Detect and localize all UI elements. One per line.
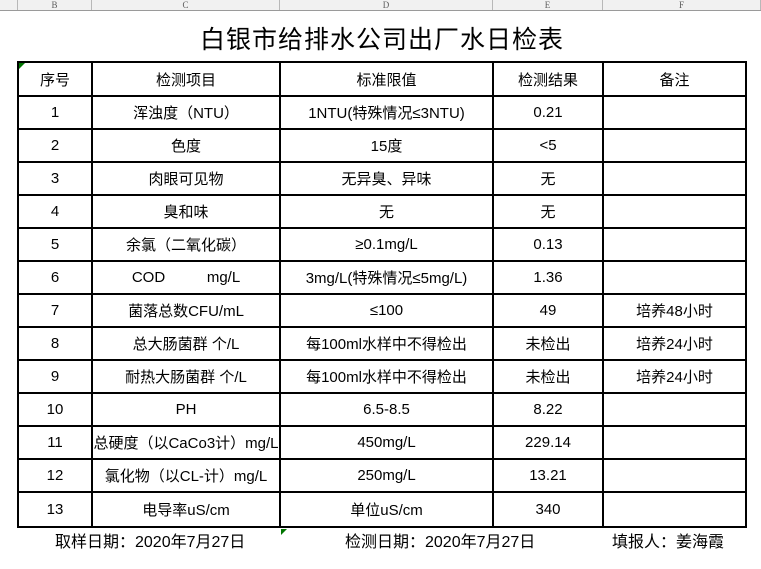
cell-corner-indicator-icon: [19, 63, 25, 69]
test-date-label[interactable]: 检测日期：2020年7月27日: [345, 534, 536, 551]
cell-result[interactable]: 13.21: [492, 458, 604, 493]
table-row: 10 PH 6.5-8.5 8.22: [17, 392, 747, 427]
cell-result[interactable]: 8.22: [492, 392, 604, 427]
table-row: 9 耐热大肠菌群 个/L 每100ml水样中不得检出 未检出 培养24小时: [17, 359, 747, 394]
cell-item[interactable]: PH: [91, 392, 281, 427]
page-title: 白银市给排水公司出厂水日检表: [199, 26, 564, 54]
cell-remark[interactable]: [602, 392, 747, 427]
cell-standard[interactable]: 450mg/L: [279, 425, 494, 460]
cell-remark[interactable]: 培养24小时: [602, 326, 747, 361]
cell-no[interactable]: 4: [17, 194, 93, 229]
cell-standard[interactable]: 无异臭、异味: [279, 161, 494, 196]
cell-remark[interactable]: [602, 128, 747, 163]
cell-standard[interactable]: 1NTU(特殊情况≤3NTU): [279, 95, 494, 130]
cell-standard[interactable]: 无: [279, 194, 494, 229]
header-remark[interactable]: 备注: [602, 61, 747, 97]
cell-item[interactable]: 耐热大肠菌群 个/L: [91, 359, 281, 394]
cell-corner-indicator-icon: [281, 529, 287, 535]
cell-standard[interactable]: 每100ml水样中不得检出: [279, 359, 494, 394]
column-header-e[interactable]: E: [493, 0, 603, 10]
cell-remark[interactable]: [602, 194, 747, 229]
header-result[interactable]: 检测结果: [492, 61, 604, 97]
cell-no[interactable]: 11: [17, 425, 93, 460]
cell-item[interactable]: 氯化物（以CL-计）mg/L: [91, 458, 281, 493]
cell-standard[interactable]: 250mg/L: [279, 458, 494, 493]
reporter-label[interactable]: 填报人：姜海霞: [612, 534, 725, 551]
cell-remark[interactable]: 培养24小时: [602, 359, 747, 394]
table-row: 3 肉眼可见物 无异臭、异味 无: [17, 161, 747, 196]
cell-item[interactable]: COD mg/L: [91, 260, 281, 295]
table-row: 5 余氯（二氧化碳） ≥0.1mg/L 0.13: [17, 227, 747, 262]
cell-item[interactable]: 浑浊度（NTU）: [91, 95, 281, 130]
cell-standard[interactable]: 每100ml水样中不得检出: [279, 326, 494, 361]
column-header-f[interactable]: F: [603, 0, 761, 10]
cell-standard[interactable]: 15度: [279, 128, 494, 163]
table-row: 13 电导率uS/cm 单位uS/cm 340: [17, 491, 747, 528]
cell-remark[interactable]: [602, 491, 747, 528]
table-row: 4 臭和味 无 无: [17, 194, 747, 229]
table-row: 8 总大肠菌群 个/L 每100ml水样中不得检出 未检出 培养24小时: [17, 326, 747, 361]
cell-remark[interactable]: [602, 227, 747, 262]
cell-item[interactable]: 总硬度（以CaCo3计）mg/L: [91, 425, 281, 460]
cell-item[interactable]: 菌落总数CFU/mL: [91, 293, 281, 328]
cell-item[interactable]: 总大肠菌群 个/L: [91, 326, 281, 361]
table-row: 7 菌落总数CFU/mL ≤100 49 培养48小时: [17, 293, 747, 328]
table-row: 1 浑浊度（NTU） 1NTU(特殊情况≤3NTU) 0.21: [17, 95, 747, 130]
inspection-table: 序号 检测项目 标准限值 检测结果 备注 1 浑浊度（NTU） 1NTU(特殊情…: [17, 61, 747, 528]
cell-standard[interactable]: 6.5-8.5: [279, 392, 494, 427]
cell-remark[interactable]: [602, 95, 747, 130]
cell-remark[interactable]: [602, 458, 747, 493]
cell-remark[interactable]: [602, 260, 747, 295]
cell-item[interactable]: 电导率uS/cm: [91, 491, 281, 528]
header-standard[interactable]: 标准限值: [279, 61, 494, 97]
cell-result[interactable]: <5: [492, 128, 604, 163]
cell-standard[interactable]: ≥0.1mg/L: [279, 227, 494, 262]
column-header-d[interactable]: D: [280, 0, 493, 10]
cell-standard[interactable]: ≤100: [279, 293, 494, 328]
cell-standard[interactable]: 3mg/L(特殊情况≤5mg/L): [279, 260, 494, 295]
cell-no[interactable]: 10: [17, 392, 93, 427]
cell-no[interactable]: 13: [17, 491, 93, 528]
cell-item[interactable]: 余氯（二氧化碳）: [91, 227, 281, 262]
column-header-a[interactable]: [0, 0, 18, 10]
cell-result[interactable]: 未检出: [492, 359, 604, 394]
table-row: 2 色度 15度 <5: [17, 128, 747, 163]
cell-item[interactable]: 色度: [91, 128, 281, 163]
cell-no[interactable]: 3: [17, 161, 93, 196]
cell-result[interactable]: 0.13: [492, 227, 604, 262]
cell-no[interactable]: 12: [17, 458, 93, 493]
cell-result[interactable]: 无: [492, 194, 604, 229]
cell-result[interactable]: 229.14: [492, 425, 604, 460]
cell-remark[interactable]: [602, 161, 747, 196]
header-no[interactable]: 序号: [17, 61, 93, 97]
column-letter-strip: B C D E F: [0, 0, 761, 11]
cell-result[interactable]: 未检出: [492, 326, 604, 361]
table-row: 6 COD mg/L 3mg/L(特殊情况≤5mg/L) 1.36: [17, 260, 747, 295]
cell-no[interactable]: 7: [17, 293, 93, 328]
table-header-row: 序号 检测项目 标准限值 检测结果 备注: [17, 61, 747, 97]
cell-no[interactable]: 2: [17, 128, 93, 163]
cell-no[interactable]: 9: [17, 359, 93, 394]
cell-result[interactable]: 1.36: [492, 260, 604, 295]
cell-standard[interactable]: 单位uS/cm: [279, 491, 494, 528]
cell-no[interactable]: 6: [17, 260, 93, 295]
cell-item[interactable]: 臭和味: [91, 194, 281, 229]
cell-result[interactable]: 49: [492, 293, 604, 328]
cell-no[interactable]: 1: [17, 95, 93, 130]
table-row: 11 总硬度（以CaCo3计）mg/L 450mg/L 229.14: [17, 425, 747, 460]
cell-no[interactable]: 8: [17, 326, 93, 361]
sampling-date-label[interactable]: 取样日期：2020年7月27日: [55, 534, 246, 551]
header-item[interactable]: 检测项目: [91, 61, 281, 97]
cell-item[interactable]: 肉眼可见物: [91, 161, 281, 196]
cell-no[interactable]: 5: [17, 227, 93, 262]
table-row: 12 氯化物（以CL-计）mg/L 250mg/L 13.21: [17, 458, 747, 493]
cell-result[interactable]: 340: [492, 491, 604, 528]
cell-result[interactable]: 0.21: [492, 95, 604, 130]
cell-result[interactable]: 无: [492, 161, 604, 196]
column-header-b[interactable]: B: [18, 0, 92, 10]
cell-remark[interactable]: [602, 425, 747, 460]
cell-remark[interactable]: 培养48小时: [602, 293, 747, 328]
column-header-c[interactable]: C: [92, 0, 280, 10]
